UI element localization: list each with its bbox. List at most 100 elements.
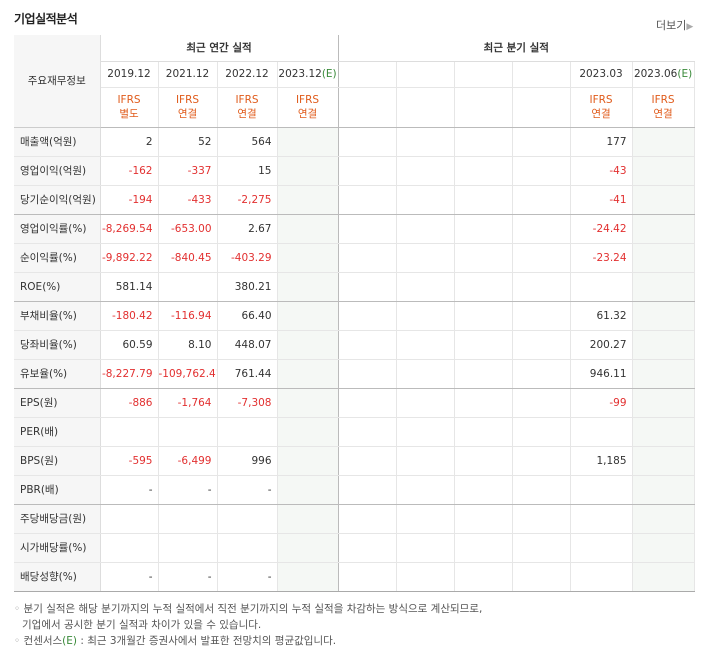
- row-label: 당기순이익(억원): [14, 185, 101, 215]
- table-cell: [338, 562, 397, 592]
- table-cell: -403.29: [217, 243, 278, 273]
- table-cell: [277, 301, 339, 331]
- table-cell: -116.94: [158, 301, 218, 331]
- table-cell: [277, 533, 339, 563]
- table-cell: [158, 533, 218, 563]
- annual-group-header: 최근 연간 실적: [100, 35, 339, 62]
- table-cell: [512, 185, 571, 215]
- table-cell: [396, 388, 455, 418]
- table-cell: -: [158, 475, 218, 505]
- table-cell: [632, 388, 695, 418]
- table-cell: [338, 475, 397, 505]
- row-label: 당좌비율(%): [14, 330, 101, 360]
- table-cell: 60.59: [100, 330, 159, 360]
- ifrs-header: [512, 87, 571, 128]
- table-cell: [512, 417, 571, 447]
- table-cell: [512, 301, 571, 331]
- table-cell: [570, 504, 633, 534]
- table-cell: [632, 359, 695, 389]
- table-cell: [632, 243, 695, 273]
- financial-table: 주요재무정보 최근 연간 실적 최근 분기 실적 2019.12 2021.12 2…: [14, 35, 695, 592]
- table-cell: [454, 388, 513, 418]
- table-cell: [454, 446, 513, 476]
- table-cell: [217, 504, 278, 534]
- table-cell: -7,308: [217, 388, 278, 418]
- table-cell: -23.24: [570, 243, 633, 273]
- table-cell: [632, 330, 695, 360]
- period-header: 2019.12: [100, 61, 159, 88]
- table-cell: [632, 562, 695, 592]
- table-cell: [338, 330, 397, 360]
- table-cell: [570, 272, 633, 302]
- table-cell: 448.07: [217, 330, 278, 360]
- table-cell: [512, 330, 571, 360]
- table-cell: -433: [158, 185, 218, 215]
- table-cell: [632, 127, 695, 157]
- table-cell: [396, 533, 455, 563]
- table-cell: 52: [158, 127, 218, 157]
- table-cell: [454, 504, 513, 534]
- table-cell: 564: [217, 127, 278, 157]
- table-cell: -: [158, 562, 218, 592]
- more-link[interactable]: 더보기▶: [656, 17, 693, 33]
- table-cell: 8.10: [158, 330, 218, 360]
- table-cell: [512, 533, 571, 563]
- period-header: 2021.12: [158, 61, 218, 88]
- table-cell: -: [100, 475, 159, 505]
- table-cell: [338, 446, 397, 476]
- table-cell: [512, 156, 571, 186]
- table-cell: [512, 388, 571, 418]
- row-label: ROE(%): [14, 272, 101, 302]
- table-cell: [277, 272, 339, 302]
- table-row: 매출액(억원) 2 52 564 177: [14, 127, 695, 157]
- table-cell: 581.14: [100, 272, 159, 302]
- table-cell: [512, 446, 571, 476]
- table-cell: [632, 533, 695, 563]
- table-cell: [512, 214, 571, 244]
- row-label: BPS(원): [14, 446, 101, 476]
- ifrs-header: [454, 87, 513, 128]
- table-cell: 946.11: [570, 359, 633, 389]
- row-label: PER(배): [14, 417, 101, 447]
- table-cell: 61.32: [570, 301, 633, 331]
- table-cell: [338, 185, 397, 215]
- table-cell: [454, 272, 513, 302]
- estimate-mark: (E): [321, 68, 337, 80]
- table-cell: [454, 214, 513, 244]
- row-label: PBR(배): [14, 475, 101, 505]
- table-cell: [396, 446, 455, 476]
- table-row: PBR(배) - - -: [14, 475, 695, 505]
- table-cell: -: [217, 562, 278, 592]
- table-cell: [338, 359, 397, 389]
- table-cell: [454, 417, 513, 447]
- table-cell: [570, 417, 633, 447]
- table-cell: [396, 417, 455, 447]
- ifrs-header: IFRS 연결: [217, 87, 278, 128]
- table-cell: [338, 417, 397, 447]
- table-row: 시가배당률(%): [14, 533, 695, 563]
- table-cell: [454, 533, 513, 563]
- table-row: BPS(원) -595 -6,499 996 1,185: [14, 446, 695, 476]
- footnotes: ◦ 분기 실적은 해당 분기까지의 누적 실적에서 직전 분기까지의 누적 실적…: [14, 601, 482, 649]
- period-header: [454, 61, 513, 88]
- table-cell: [158, 272, 218, 302]
- table-cell: [632, 301, 695, 331]
- table-cell: [100, 533, 159, 563]
- footnote-2: 기업에서 공시한 분기 실적과 차이가 있을 수 있습니다.: [22, 619, 262, 631]
- table-row: PER(배): [14, 417, 695, 447]
- table-cell: [396, 475, 455, 505]
- table-cell: [570, 475, 633, 505]
- table-cell: [338, 156, 397, 186]
- table-cell: [454, 475, 513, 505]
- table-cell: [277, 417, 339, 447]
- table-cell: [396, 243, 455, 273]
- table-cell: [338, 504, 397, 534]
- footnote-3: ◦ 컨센서스(E) : 최근 3개월간 증권사에서 발표한 전망치의 평균값입니…: [14, 635, 337, 647]
- table-cell: [338, 272, 397, 302]
- table-cell: -337: [158, 156, 218, 186]
- table-cell: [277, 185, 339, 215]
- table-cell: -180.42: [100, 301, 159, 331]
- ifrs-header: IFRS 연결: [632, 87, 695, 128]
- table-cell: [277, 504, 339, 534]
- table-cell: [454, 127, 513, 157]
